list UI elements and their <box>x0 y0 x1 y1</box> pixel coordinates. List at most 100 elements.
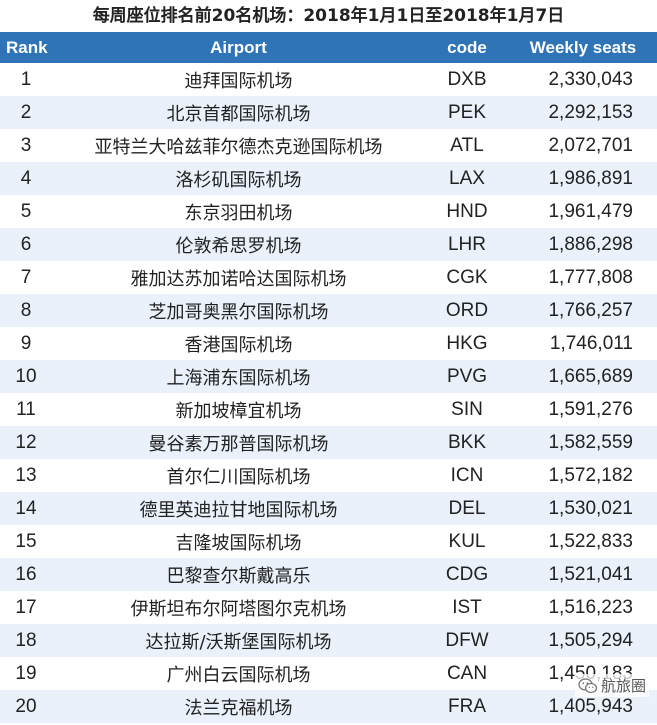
rank-cell: 1 <box>20 68 32 90</box>
airport-cell: 东京羽田机场 <box>184 202 293 224</box>
table-row: 16 巴黎查尔斯戴高乐 CDG 1,521,041 <box>0 558 657 591</box>
airport-cell: 达拉斯/沃斯堡国际机场 <box>145 631 332 653</box>
rank-cell: 3 <box>20 134 32 156</box>
code-cell: LHR <box>447 233 486 255</box>
rank-cell: 15 <box>15 530 37 552</box>
rank-cell: 8 <box>20 299 32 321</box>
code-cell: KUL <box>448 530 486 552</box>
airport-cell: 法兰克福机场 <box>184 697 293 719</box>
seats-cell: 1,505,294 <box>548 629 633 651</box>
seats-cell: 1,572,182 <box>548 464 633 486</box>
code-cell: ICN <box>450 464 484 486</box>
airport-cell: 新加坡樟宜机场 <box>175 400 302 422</box>
airport-cell: 洛杉矶国际机场 <box>175 169 302 191</box>
seats-cell: 1,961,479 <box>548 200 633 222</box>
seats-cell: 1,746,011 <box>549 332 633 354</box>
rank-cell: 9 <box>20 332 32 354</box>
seats-cell: 1,521,041 <box>548 563 633 585</box>
code-cell: PEK <box>447 101 487 123</box>
table-row: 15 吉隆坡国际机场 KUL 1,522,833 <box>0 525 657 558</box>
column-header-rank: Rank <box>0 32 52 63</box>
code-cell: SIN <box>451 398 483 420</box>
airport-cell: 曼谷素万那普国际机场 <box>148 433 329 455</box>
watermark: 航旅圈 <box>574 674 649 697</box>
table-row: 3 亚特兰大哈兹菲尔德杰克逊国际机场 ATL 2,072,701 <box>0 129 657 162</box>
seats-cell: 1,530,021 <box>548 497 633 519</box>
seats-cell: 2,292,153 <box>548 101 633 123</box>
airport-cell: 首尔仁川国际机场 <box>166 466 311 488</box>
table-row: 5 东京羽田机场 HND 1,961,479 <box>0 195 657 228</box>
code-cell: CAN <box>446 662 488 684</box>
code-cell: BKK <box>447 431 487 453</box>
code-cell: ATL <box>450 134 484 156</box>
table-row: 17 伊斯坦布尔阿塔图尔克机场 IST 1,516,223 <box>0 591 657 624</box>
table-row: 4 洛杉矶国际机场 LAX 1,986,891 <box>0 162 657 195</box>
table-row: 11 新加坡樟宜机场 SIN 1,591,276 <box>0 393 657 426</box>
airport-cell: 迪拜国际机场 <box>184 70 293 92</box>
airport-cell: 上海浦东国际机场 <box>166 367 311 389</box>
airport-cell: 北京首都国际机场 <box>166 103 311 125</box>
table-row: 19 广州白云国际机场 CAN 1,450,183 <box>0 657 657 690</box>
table-row: 9 香港国际机场 HKG 1,746,011 <box>0 327 657 360</box>
rank-cell: 6 <box>20 233 32 255</box>
seats-cell: 1,986,891 <box>548 167 633 189</box>
airport-cell: 香港国际机场 <box>184 334 293 356</box>
seats-cell: 1,582,559 <box>548 431 633 453</box>
table-row: 12 曼谷素万那普国际机场 BKK 1,582,559 <box>0 426 657 459</box>
table-row: 8 芝加哥奥黑尔国际机场 ORD 1,766,257 <box>0 294 657 327</box>
seats-cell: 1,766,257 <box>548 299 633 321</box>
seats-cell: 1,522,833 <box>548 530 633 552</box>
code-cell: ORD <box>445 299 489 321</box>
seats-cell: 1,516,223 <box>548 596 633 618</box>
table-header-row: Rank Airport code Weekly seats <box>0 32 657 63</box>
airport-cell: 伦敦希思罗机场 <box>175 235 302 257</box>
table-row: 1 迪拜国际机场 DXB 2,330,043 <box>0 63 657 96</box>
code-cell: CDG <box>445 563 489 585</box>
seats-cell: 2,330,043 <box>548 68 633 90</box>
code-cell: DXB <box>447 68 487 90</box>
airport-cell: 吉隆坡国际机场 <box>175 532 302 554</box>
rank-cell: 11 <box>16 398 36 420</box>
code-cell: IST <box>452 596 482 618</box>
airport-cell: 德里英迪拉甘地国际机场 <box>139 499 338 521</box>
column-header-airport: Airport <box>52 32 425 63</box>
rank-cell: 10 <box>15 365 37 387</box>
table-row: 20 法兰克福机场 FRA 1,405,943 <box>0 690 657 723</box>
column-header-code: code <box>425 32 509 63</box>
seats-cell: 2,072,701 <box>548 134 633 156</box>
table-row: 18 达拉斯/沃斯堡国际机场 DFW 1,505,294 <box>0 624 657 657</box>
code-cell: CGK <box>446 266 488 288</box>
table-row: 14 德里英迪拉甘地国际机场 DEL 1,530,021 <box>0 492 657 525</box>
seats-cell: 1,886,298 <box>548 233 633 255</box>
rank-cell: 14 <box>15 497 37 519</box>
rank-cell: 5 <box>20 200 32 222</box>
code-cell: FRA <box>448 695 486 717</box>
airport-cell: 广州白云国际机场 <box>166 664 311 686</box>
rank-cell: 2 <box>20 101 32 123</box>
table-row: 6 伦敦希思罗机场 LHR 1,886,298 <box>0 228 657 261</box>
table-row: 13 首尔仁川国际机场 ICN 1,572,182 <box>0 459 657 492</box>
code-cell: HND <box>446 200 488 222</box>
code-cell: HKG <box>446 332 488 354</box>
seats-cell: 1,591,276 <box>548 398 633 420</box>
column-header-seats: Weekly seats <box>509 32 657 63</box>
airport-cell: 伊斯坦布尔阿塔图尔克机场 <box>130 598 347 620</box>
airport-cell: 芝加哥奥黑尔国际机场 <box>148 301 329 323</box>
seats-cell: 1,777,808 <box>548 266 633 288</box>
seats-cell: 1,405,943 <box>548 695 633 717</box>
rank-cell: 16 <box>15 563 37 585</box>
rank-cell: 19 <box>15 662 37 684</box>
seats-cell: 1,665,689 <box>548 365 633 387</box>
page-title: 每周座位排名前20名机场：2018年1月1日至2018年1月7日 <box>92 6 565 26</box>
code-cell: LAX <box>449 167 485 189</box>
rank-cell: 7 <box>20 266 32 288</box>
code-cell: DFW <box>445 629 489 651</box>
wechat-icon <box>578 677 598 693</box>
code-cell: DEL <box>448 497 486 519</box>
ranking-table: Rank Airport code Weekly seats 1 迪拜国际机场 DX… <box>0 32 657 723</box>
rank-cell: 20 <box>15 695 37 717</box>
airport-cell: 雅加达苏加诺哈达国际机场 <box>130 268 347 290</box>
table-row: 10 上海浦东国际机场 PVG 1,665,689 <box>0 360 657 393</box>
rank-cell: 18 <box>15 629 37 651</box>
table-row: 7 雅加达苏加诺哈达国际机场 CGK 1,777,808 <box>0 261 657 294</box>
